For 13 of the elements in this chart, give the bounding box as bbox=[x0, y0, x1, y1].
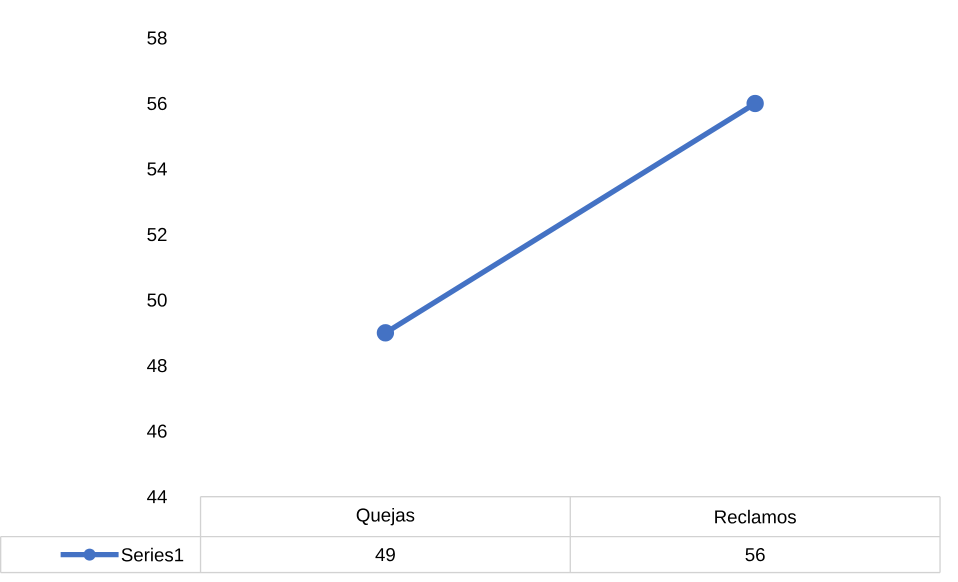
y-tick-label: 50 bbox=[147, 294, 167, 307]
y-tick-label: 56 bbox=[147, 97, 167, 110]
y-tick-label: 54 bbox=[147, 162, 167, 176]
legend-label: Series1 bbox=[122, 548, 184, 562]
data-label: 56 bbox=[746, 548, 765, 562]
y-tick-label: 58 bbox=[147, 32, 167, 45]
y-tick-label: 44 bbox=[147, 490, 167, 504]
data-label: 49 bbox=[375, 548, 395, 562]
y-tick-label: 52 bbox=[147, 228, 166, 242]
x-tick-label: Quejas bbox=[356, 508, 414, 526]
y-tick-label: 48 bbox=[147, 359, 167, 372]
x-tick-label: Reclamos bbox=[715, 510, 796, 524]
y-tick-label: 46 bbox=[147, 424, 167, 438]
